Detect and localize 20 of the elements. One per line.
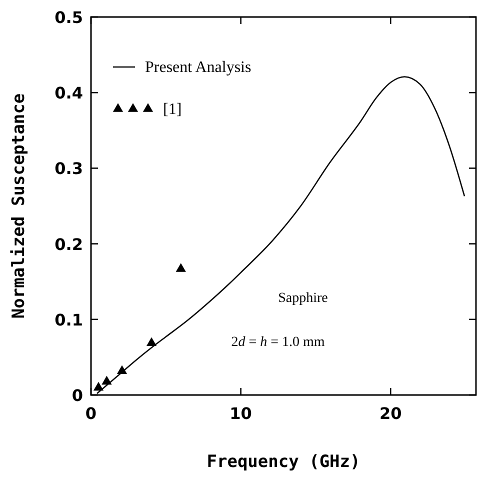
y-tick-label: 0.1 [54, 310, 83, 330]
point [102, 376, 112, 385]
y-axis-title: Normalized Susceptance [9, 93, 29, 319]
x-tick-label: 10 [230, 404, 252, 423]
point [93, 382, 104, 391]
y-tick-label: 0 [72, 386, 83, 405]
y-tick-label: 0.5 [54, 8, 83, 27]
x-axis-title: Frequency (GHz) [206, 452, 360, 472]
y-tick-label: 0.2 [54, 234, 83, 254]
y-tick-label: 0.3 [54, 159, 83, 178]
annotation: 2d = h = 1.0 mm [231, 335, 325, 350]
legend-label: [1] [163, 101, 182, 118]
point [116, 365, 128, 374]
annotation: Sapphire [278, 291, 328, 306]
y-tick-label: 0.4 [54, 84, 83, 103]
x-tick-label: 0 [85, 404, 97, 423]
point [146, 337, 157, 346]
legend-label: Present Analysis [145, 59, 252, 76]
x-tick-label: 20 [379, 404, 402, 423]
point [176, 263, 186, 272]
